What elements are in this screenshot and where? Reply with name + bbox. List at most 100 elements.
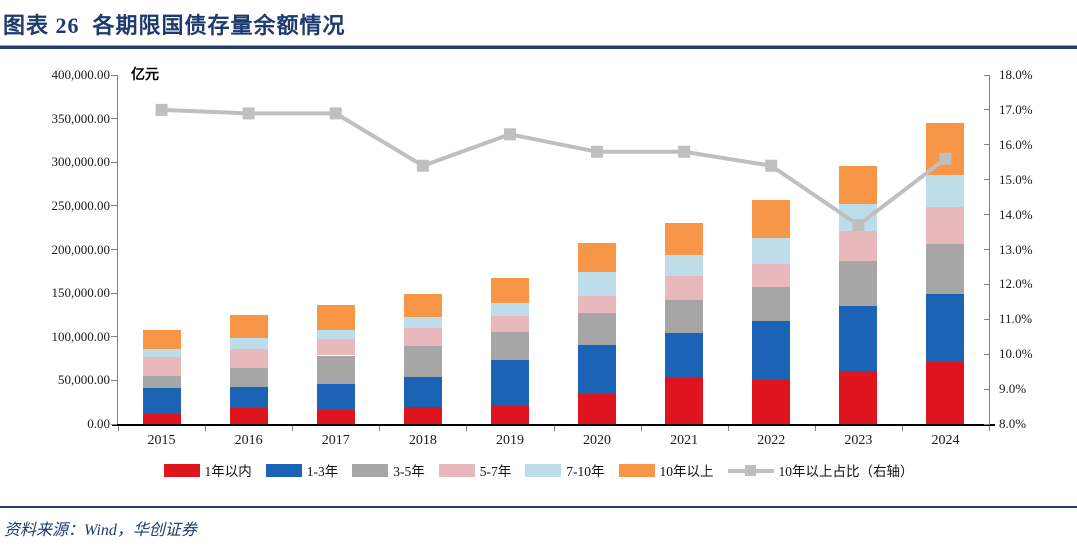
bar-segment [229,348,268,368]
left-axis-tick [111,379,117,381]
line-marker [678,145,691,158]
bar-segment [403,317,442,329]
source-note: 资料来源：Wind，华创证券 [4,522,197,539]
x-axis-label: 2022 [757,433,786,448]
x-axis-tick [118,426,119,431]
figure-title: 图表 26 各期限国债存量余额情况 [3,13,346,38]
legend-item: 1年以内 [163,460,252,480]
bar-segment [665,299,704,334]
bar-segment [752,321,791,380]
y-axis-label-right: 8.0% [999,416,1027,431]
bar-segment [752,238,791,265]
legend-label: 10年以上 [659,464,714,479]
right-axis-tick [984,109,990,111]
left-axis-tick [111,205,117,207]
y-axis-label-left: 400,000.00 [51,67,111,82]
bar-segment [403,328,442,347]
y-axis-label-right: 12.0% [999,276,1033,292]
bar-segment [229,407,268,424]
bar-segment [490,302,529,317]
line-marker [503,128,516,141]
ratio-line-chart [155,103,952,232]
x-axis-tick [466,426,468,431]
bar-segment [752,286,791,322]
left-axis-tick [111,336,117,338]
y-axis-label-left: 300,000.00 [51,154,111,170]
legend-item: 5-7年 [438,460,512,480]
line-marker [416,159,429,172]
left-axis-tick [111,118,117,120]
right-axis-tick [984,74,990,76]
x-axis-label: 2023 [844,433,873,448]
y-axis-label-right: 9.0% [999,381,1027,397]
right-axis-tick [984,318,990,320]
legend-swatch [265,463,302,477]
bar-segment [229,386,268,408]
bar-segment [316,329,355,339]
y-axis-label-right: 16.0% [999,136,1033,152]
bar-segment [839,260,878,306]
x-axis-label: 2017 [321,433,350,448]
bar-segment [490,277,529,303]
left-axis-line [117,75,118,424]
bar-segment [665,223,704,256]
bar-segment [490,404,529,424]
x-axis-tick [205,426,207,431]
line-marker [329,107,342,120]
right-axis-tick [984,179,990,181]
x-axis-tick [901,426,903,431]
line-marker [765,159,778,172]
line-marker [939,152,952,165]
bar-segment [316,410,355,424]
bar-segment [578,312,617,345]
bar-segment [403,346,442,378]
x-axis-label: 2016 [234,433,263,448]
bar-segment [578,271,617,297]
y-axis-label-left: 150,000.00 [51,285,111,301]
right-axis-tick [984,214,990,216]
legend-label: 3-5年 [393,464,425,479]
left-axis-tick [111,161,117,163]
right-axis-tick [984,388,990,390]
bar-segment [752,199,791,239]
ratio-line [161,107,947,228]
x-axis-label: 2015 [147,433,176,448]
legend-label: 5-7年 [479,464,512,479]
y-axis-label-right: 18.0% [999,67,1033,82]
left-axis-tick [111,249,117,250]
bar-segment [665,255,704,277]
bar-segment [142,414,181,424]
legend-label: 7-10年 [566,464,605,479]
bar-segment [926,175,965,208]
left-axis-tick [111,74,117,76]
bar-segment [490,316,529,332]
x-axis-tick [553,426,555,431]
right-axis-tick [984,353,990,355]
legend-item: 1-3年 [265,460,338,480]
bar-segment [490,360,529,405]
unit-label: 亿元 [131,68,159,83]
right-axis-tick [984,249,990,250]
right-axis-tick [984,423,990,425]
source-divider [0,506,1077,508]
bar-segment [926,293,965,363]
y-axis-label-right: 15.0% [999,171,1033,187]
bar-segment [926,207,965,244]
legend-item: 3-5年 [352,460,425,480]
y-axis-label-right: 11.0% [999,311,1033,327]
bar-segment [316,338,355,356]
bar-segment [142,330,181,349]
y-axis-label-left: 350,000.00 [51,110,111,126]
legend-item: 10年以上占比（右轴） [727,460,914,480]
bar-segment [316,383,355,411]
bar-segment [142,357,181,377]
y-axis-label-left: 0.00 [87,416,110,431]
x-axis-tick [640,426,642,431]
bar-segment [839,230,878,261]
bar-segment [839,370,878,424]
legend: 1年以内 1-3年 3-5年 5-7年 7-10年 10年以上 10年以上占比（右轴） [0,460,1077,480]
line-marker [591,145,604,158]
y-axis-label-right: 17.0% [999,101,1033,117]
left-axis-tick [111,423,117,425]
